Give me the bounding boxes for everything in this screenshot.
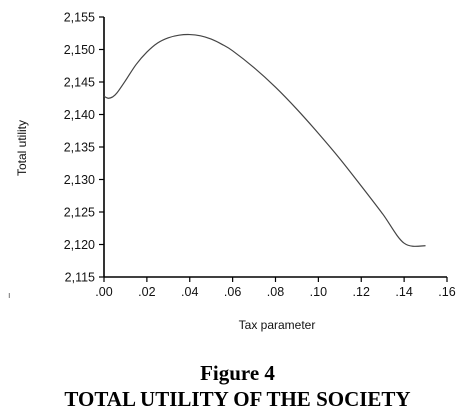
x-tick-label: .00 <box>95 285 112 299</box>
x-tick-label: .16 <box>438 285 455 299</box>
x-tick-label: .08 <box>267 285 284 299</box>
y-axis: 2,115 2,120 2,125 2,130 2,135 2,140 2,145 2,150… <box>64 11 104 285</box>
series-layer <box>103 33 426 247</box>
figure-title: TOTAL UTILITY OF THE SOCIETY <box>64 387 411 411</box>
y-tick-label: 2,145 <box>64 76 95 90</box>
x-tick-label: .10 <box>310 285 327 299</box>
plot-frame <box>103 17 447 278</box>
x-tick-label: .04 <box>181 285 198 299</box>
y-tick-label: 2,115 <box>65 271 95 285</box>
y-tick-label: 2,140 <box>64 108 95 122</box>
line-chart: 2,115 2,120 2,125 2,130 2,135 2,140 2,145 2,150… <box>15 11 456 333</box>
stray-mark: ı <box>8 290 11 300</box>
series-line <box>103 33 426 247</box>
y-tick-label: 2,150 <box>64 43 95 57</box>
figure-number: Figure 4 <box>200 361 275 385</box>
x-tick-label: .06 <box>224 285 241 299</box>
y-axis-title: Total utility <box>15 120 29 176</box>
y-tick-label: 2,135 <box>64 141 95 155</box>
x-tick-label: .12 <box>353 285 370 299</box>
y-tick-label: 2,155 <box>64 11 95 25</box>
y-tick-label: 2,125 <box>64 206 95 220</box>
y-tick-label: 2,120 <box>64 238 95 252</box>
x-tick-label: .02 <box>138 285 155 299</box>
y-tick-label: 2,130 <box>64 173 95 187</box>
x-axis: .00 .02 .04 .06 .08 .10 .12 .14 .16 <box>95 277 456 299</box>
x-axis-title: Tax parameter <box>239 318 316 332</box>
x-tick-label: .14 <box>395 285 412 299</box>
